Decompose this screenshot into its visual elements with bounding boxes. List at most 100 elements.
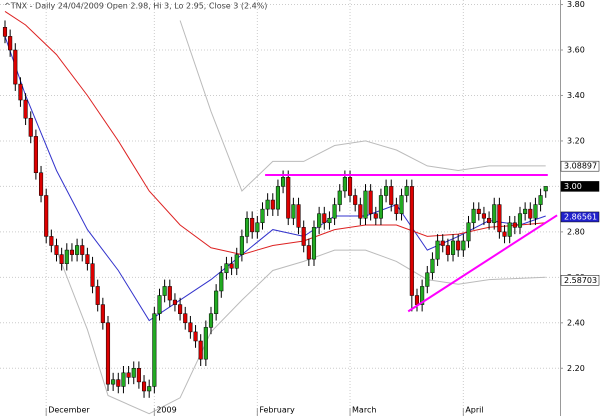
candle-body [404, 186, 409, 196]
y-tick-label: 2.20 [567, 364, 585, 373]
candle-body [80, 245, 85, 255]
candle-body [528, 208, 533, 219]
candle-body [188, 322, 193, 333]
x-tick-label: 2009 [156, 406, 176, 415]
candle-body [147, 386, 152, 392]
price-tag-label: 3.00 [564, 182, 582, 191]
candle-body [90, 263, 95, 287]
candle-body [481, 213, 486, 219]
candle-body [322, 213, 327, 224]
plot-area [0, 0, 560, 416]
candle-body [198, 340, 203, 360]
candle-body [332, 204, 337, 219]
candle-body [13, 49, 18, 85]
trendline [407, 214, 558, 313]
candle-body [131, 368, 136, 378]
candle-body [461, 240, 466, 251]
price-tag [560, 211, 600, 223]
candle-body [384, 186, 389, 196]
y-tick-label: 2.80 [567, 227, 585, 236]
candle-body [440, 240, 445, 246]
candle-body [286, 177, 291, 219]
candle-body [512, 222, 517, 228]
y-tick-label: 3.20 [567, 136, 585, 145]
candle-body [229, 263, 234, 269]
candle-body [44, 195, 49, 237]
candle-body [456, 240, 461, 251]
candle-body [281, 177, 286, 187]
x-tick-label: March [352, 406, 376, 415]
candle-body [492, 204, 497, 224]
candle-body [296, 204, 301, 228]
candle-body [193, 331, 198, 342]
candle-body [353, 195, 358, 205]
candle-body [517, 213, 523, 228]
candle-body [8, 36, 13, 51]
candle-body [373, 213, 378, 219]
candle-body [214, 290, 219, 314]
candle-body [306, 245, 311, 260]
candle-body [445, 245, 450, 255]
candle-body [430, 258, 435, 274]
candle-body [183, 313, 188, 324]
candle-body [54, 245, 59, 255]
candle-body [466, 222, 471, 242]
candle-body [219, 272, 224, 292]
candle-body [420, 286, 425, 305]
candle-body [507, 222, 512, 237]
candle-body [358, 204, 363, 219]
candle-body [95, 286, 100, 305]
candle-body [265, 199, 270, 210]
candle-body [270, 199, 275, 210]
price-tag [560, 160, 600, 172]
candle-body [347, 177, 353, 196]
candle-body [275, 186, 280, 210]
price-tag-label: 3.08897 [564, 162, 597, 171]
candle-body [203, 327, 208, 360]
candle-body [172, 299, 177, 305]
candle-body [523, 208, 528, 214]
candle-body [141, 381, 147, 392]
price-tag-label: 2.86561 [564, 212, 597, 221]
candle-body [363, 190, 368, 219]
candle-body [502, 231, 507, 237]
candle-body [260, 208, 265, 224]
candle-body [111, 379, 116, 385]
candle-body [311, 227, 317, 260]
candle-body [49, 236, 54, 246]
candle-body [33, 136, 38, 174]
candle-body [394, 204, 399, 214]
candle-body [301, 227, 306, 246]
candle-body [157, 295, 162, 314]
candle-body [85, 254, 90, 264]
candle-body [167, 286, 172, 301]
price-tag [560, 181, 600, 192]
candle-body [337, 190, 342, 205]
candle-body [435, 240, 440, 260]
candle-body [18, 83, 23, 101]
candle-body [291, 204, 296, 219]
candle-body [2, 27, 8, 37]
candle-body [23, 99, 28, 119]
candle-body [450, 240, 456, 255]
overlay-line [4, 10, 546, 256]
candle-body [38, 172, 44, 196]
candle-body [28, 117, 33, 137]
candle-body [471, 208, 476, 224]
candle-body [327, 217, 332, 224]
candle-body [234, 254, 239, 269]
candle-body [121, 372, 126, 387]
candle-body [487, 217, 492, 224]
candle-body [255, 222, 260, 233]
candle-body [69, 249, 74, 255]
candle-body [389, 186, 394, 205]
candle-body [250, 217, 255, 233]
candle-body [224, 263, 229, 274]
y-tick-label: 3.60 [567, 46, 585, 55]
candle-body [208, 313, 214, 328]
candle-body [533, 204, 538, 219]
overlay-line [179, 20, 546, 192]
y-tick-label: 3.40 [567, 91, 585, 100]
y-tick-label: 3.80 [567, 0, 585, 9]
